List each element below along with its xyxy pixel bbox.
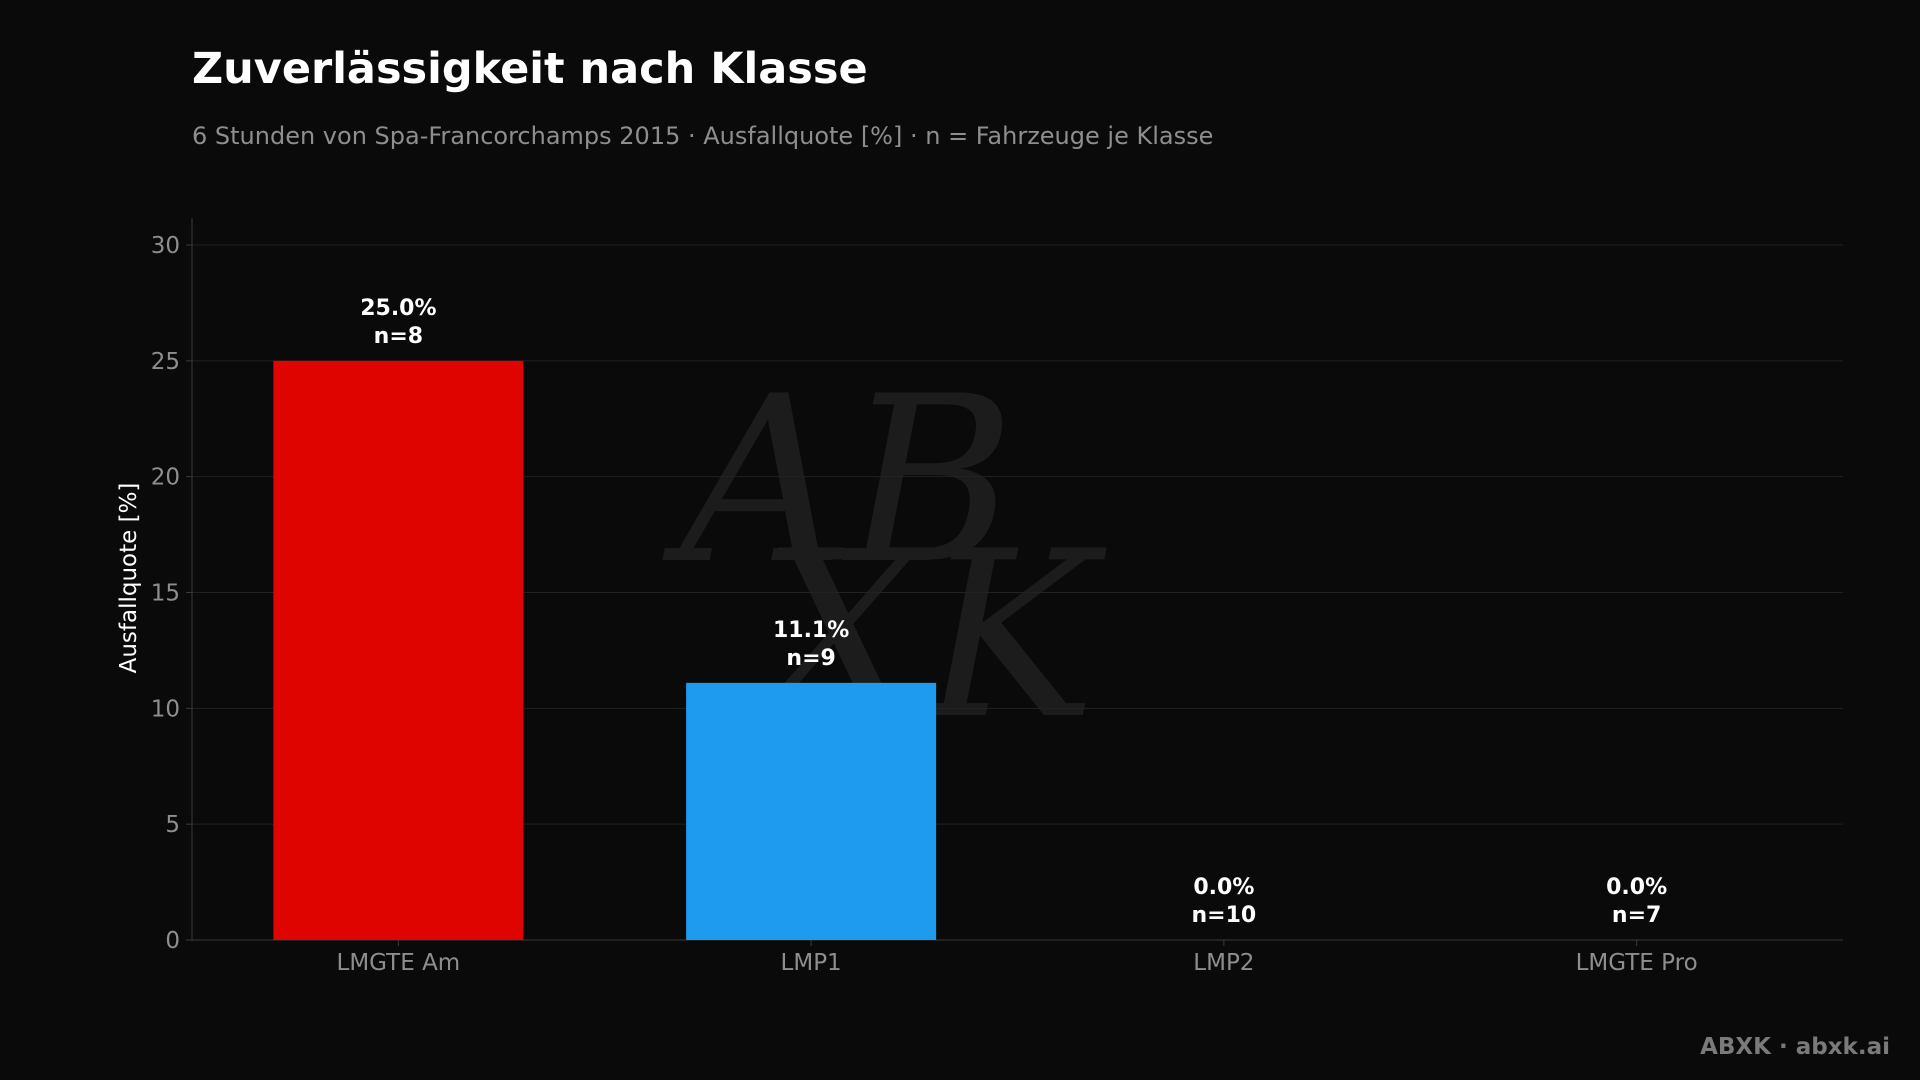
y-axis-title: Ausfallquote [%] <box>116 483 142 674</box>
y-tick-label: 30 <box>151 233 180 259</box>
x-tick-label: LMP2 <box>1193 950 1254 976</box>
bar-labels: 25.0% n=8 11.1% n=9 0.0% n=10 0.0% n=7 <box>360 296 1667 928</box>
x-tick-label: LMGTE Pro <box>1576 950 1698 976</box>
bar-lmp1 <box>686 682 937 940</box>
y-tick-label: 5 <box>165 812 180 838</box>
x-tick-label: LMGTE Am <box>337 950 461 976</box>
bar-count-label: n=10 <box>1192 903 1257 928</box>
bar-series <box>273 360 937 940</box>
bar-count-label: n=9 <box>786 646 835 671</box>
bar-lmgte-am <box>273 360 524 940</box>
bar-count-label: n=7 <box>1612 903 1661 928</box>
bar-count-label: n=8 <box>374 324 423 349</box>
chart-axes: 0 5 10 15 20 25 30 LMGTE Am LMP1 LMP2 LMGTE Pro <box>151 218 1843 976</box>
x-tick-label: LMP1 <box>781 950 842 976</box>
chart-title: Zuverlässigkeit nach Klasse <box>192 44 868 94</box>
y-tick-label: 10 <box>151 696 180 722</box>
bar-value-label: 11.1% <box>773 618 849 643</box>
footer-brand: ABXK · abxk.ai <box>1700 1034 1890 1060</box>
y-tick-label: 0 <box>165 928 180 954</box>
y-tick-label: 20 <box>151 465 180 491</box>
chart-subtitle: 6 Stunden von Spa-Francorchamps 2015 · A… <box>192 122 1214 150</box>
svg-text:AB: AB <box>662 348 1015 615</box>
y-tick-label: 25 <box>151 349 180 375</box>
bar-value-label: 0.0% <box>1606 875 1667 900</box>
bar-value-label: 0.0% <box>1193 875 1254 900</box>
y-tick-label: 15 <box>151 581 180 607</box>
bar-value-label: 25.0% <box>360 296 436 321</box>
